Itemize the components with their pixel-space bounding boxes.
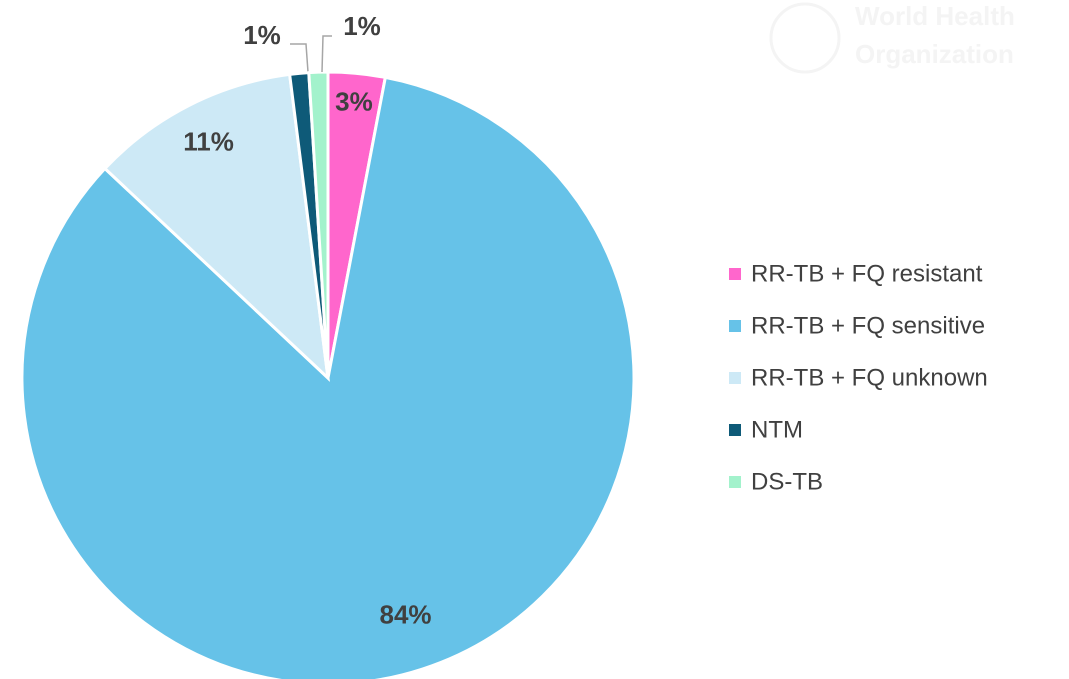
data-label: 84%: [380, 600, 432, 630]
legend-label: RR-TB + FQ unknown: [751, 364, 988, 391]
legend-label: RR-TB + FQ resistant: [751, 260, 983, 287]
legend-label: DS-TB: [751, 468, 823, 495]
data-label: 3%: [335, 87, 373, 117]
legend-label: RR-TB + FQ sensitive: [751, 312, 985, 339]
legend-swatch: [729, 424, 741, 436]
legend-swatch: [729, 268, 741, 280]
pie-slice: [102, 72, 331, 382]
legend-swatch: [729, 372, 741, 384]
pie-slice: [307, 70, 330, 379]
data-label: 1%: [243, 20, 281, 50]
legend-swatch: [729, 320, 741, 332]
watermark-logo: [769, 2, 841, 74]
watermark: World Health Organization: [769, 1, 1015, 74]
legend-swatch: [729, 476, 741, 488]
data-label: 11%: [183, 126, 234, 156]
leader-line: [321, 35, 332, 73]
watermark-text: World Health: [855, 1, 1015, 31]
legend-label: NTM: [751, 416, 803, 443]
data-label: 1%: [343, 11, 381, 41]
watermark-text: Organization: [855, 39, 1014, 69]
leader-line: [290, 43, 309, 73]
